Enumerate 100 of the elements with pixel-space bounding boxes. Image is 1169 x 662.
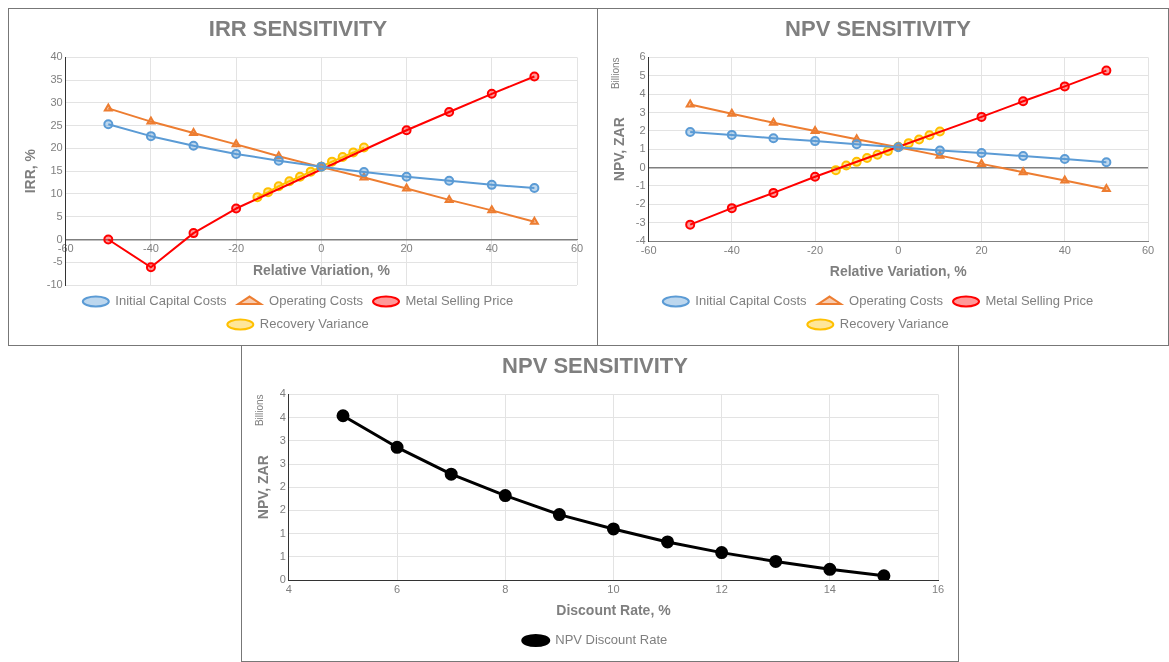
point bbox=[934, 145, 945, 156]
point bbox=[444, 194, 454, 203]
point bbox=[768, 133, 779, 144]
y-tick-label: 40 bbox=[50, 50, 63, 63]
legend-label: Initial Capital Costs bbox=[115, 293, 228, 309]
point bbox=[877, 569, 891, 580]
y-tick-label: 5 bbox=[56, 209, 63, 222]
y-tick-label: 0 bbox=[279, 573, 286, 586]
point bbox=[685, 219, 696, 230]
point bbox=[810, 136, 821, 147]
chart-title: NPV SENSITIVITY bbox=[785, 16, 972, 42]
point bbox=[810, 126, 820, 135]
point bbox=[145, 131, 156, 142]
x-tick-label: 20 bbox=[975, 243, 988, 256]
point bbox=[851, 139, 862, 150]
point bbox=[273, 155, 284, 166]
x-tick-label: 6 bbox=[394, 582, 401, 595]
y-tick-label: 0 bbox=[639, 160, 646, 173]
y-tick-label: 4 bbox=[279, 410, 286, 423]
point bbox=[444, 175, 455, 186]
point bbox=[715, 546, 729, 560]
x-tick-label: 0 bbox=[318, 242, 325, 255]
point bbox=[103, 234, 114, 245]
point bbox=[552, 508, 566, 522]
point bbox=[685, 126, 696, 137]
x-tick-label: 20 bbox=[400, 242, 413, 255]
x-tick-label: -40 bbox=[142, 242, 159, 255]
x-tick-label: 16 bbox=[931, 582, 945, 595]
point bbox=[726, 129, 737, 140]
point bbox=[768, 187, 779, 198]
y-tick-label: -3 bbox=[635, 215, 646, 228]
point bbox=[768, 117, 778, 126]
point bbox=[401, 171, 412, 182]
point bbox=[823, 562, 837, 576]
point bbox=[189, 127, 198, 136]
x-tick-label: 40 bbox=[485, 242, 498, 255]
y-tick-label: 2 bbox=[639, 123, 646, 136]
x-tick-label: 12 bbox=[715, 582, 728, 595]
point bbox=[529, 71, 540, 82]
text: Billions bbox=[609, 57, 621, 90]
y-tick-label: 10 bbox=[50, 186, 63, 199]
point bbox=[726, 203, 737, 214]
text: Billions bbox=[253, 394, 265, 427]
point bbox=[1060, 175, 1070, 184]
y-tick-label: 3 bbox=[639, 105, 646, 118]
legend-label: Operating Costs bbox=[269, 293, 364, 309]
y-tick-label: 20 bbox=[50, 141, 63, 154]
y-tick-label: 3 bbox=[279, 433, 286, 446]
x-tick-label: 10 bbox=[607, 582, 620, 595]
point bbox=[727, 108, 737, 117]
y-tick-label: 4 bbox=[279, 387, 286, 400]
point bbox=[188, 228, 199, 239]
point bbox=[685, 99, 695, 108]
point bbox=[390, 440, 404, 454]
point bbox=[444, 467, 458, 481]
point bbox=[498, 489, 512, 503]
point bbox=[487, 205, 497, 214]
y-axis-title: NPV, ZAR bbox=[255, 455, 272, 520]
point bbox=[810, 171, 821, 182]
y-tick-label: 1 bbox=[639, 142, 646, 155]
point bbox=[1018, 167, 1028, 176]
x-tick-label: -40 bbox=[723, 243, 740, 256]
y-tick-label: 30 bbox=[50, 95, 63, 108]
legend-label: Metal Selling Price bbox=[985, 293, 1094, 309]
chart-title: NPV SENSITIVITY bbox=[502, 353, 689, 379]
x-tick-label: 8 bbox=[502, 582, 509, 595]
y-tick-label: 1 bbox=[279, 549, 286, 562]
y-tick-label: 2 bbox=[279, 503, 286, 516]
y-tick-label: 0 bbox=[56, 232, 63, 245]
x-tick-label: 60 bbox=[570, 242, 584, 255]
y-tick-label: 25 bbox=[50, 118, 63, 131]
y-tick-label: 4 bbox=[639, 87, 646, 100]
y-tick-label: 6 bbox=[639, 50, 646, 63]
legend-label: NPV Discount Rate bbox=[555, 632, 668, 648]
y-tick-label: -10 bbox=[46, 278, 63, 291]
point bbox=[1101, 157, 1112, 168]
y-tick-label: 2 bbox=[279, 480, 286, 493]
x-axis-title: Discount Rate, % bbox=[556, 602, 672, 619]
point bbox=[358, 167, 369, 178]
point bbox=[1101, 65, 1112, 76]
point bbox=[402, 183, 412, 192]
y-axis-title: IRR, % bbox=[22, 148, 39, 194]
point bbox=[769, 554, 783, 568]
x-axis-title: Relative Variation, % bbox=[829, 263, 968, 280]
point bbox=[145, 262, 156, 273]
point bbox=[401, 125, 412, 136]
x-axis-title: Relative Variation, % bbox=[252, 261, 391, 278]
y-tick-label: 5 bbox=[639, 68, 646, 81]
point bbox=[103, 119, 114, 130]
x-tick-label: -20 bbox=[228, 242, 245, 255]
chart-title: IRR SENSITIVITY bbox=[208, 16, 388, 42]
point bbox=[977, 158, 986, 167]
y-tick-label: -1 bbox=[635, 178, 646, 191]
legend-label: Recovery Variance bbox=[839, 316, 949, 332]
point bbox=[231, 203, 242, 214]
point bbox=[529, 183, 540, 194]
legend-label: Initial Capital Costs bbox=[695, 293, 808, 309]
legend-label: Recovery Variance bbox=[259, 316, 369, 332]
legend-label: Metal Selling Price bbox=[405, 293, 514, 309]
point bbox=[486, 179, 497, 190]
